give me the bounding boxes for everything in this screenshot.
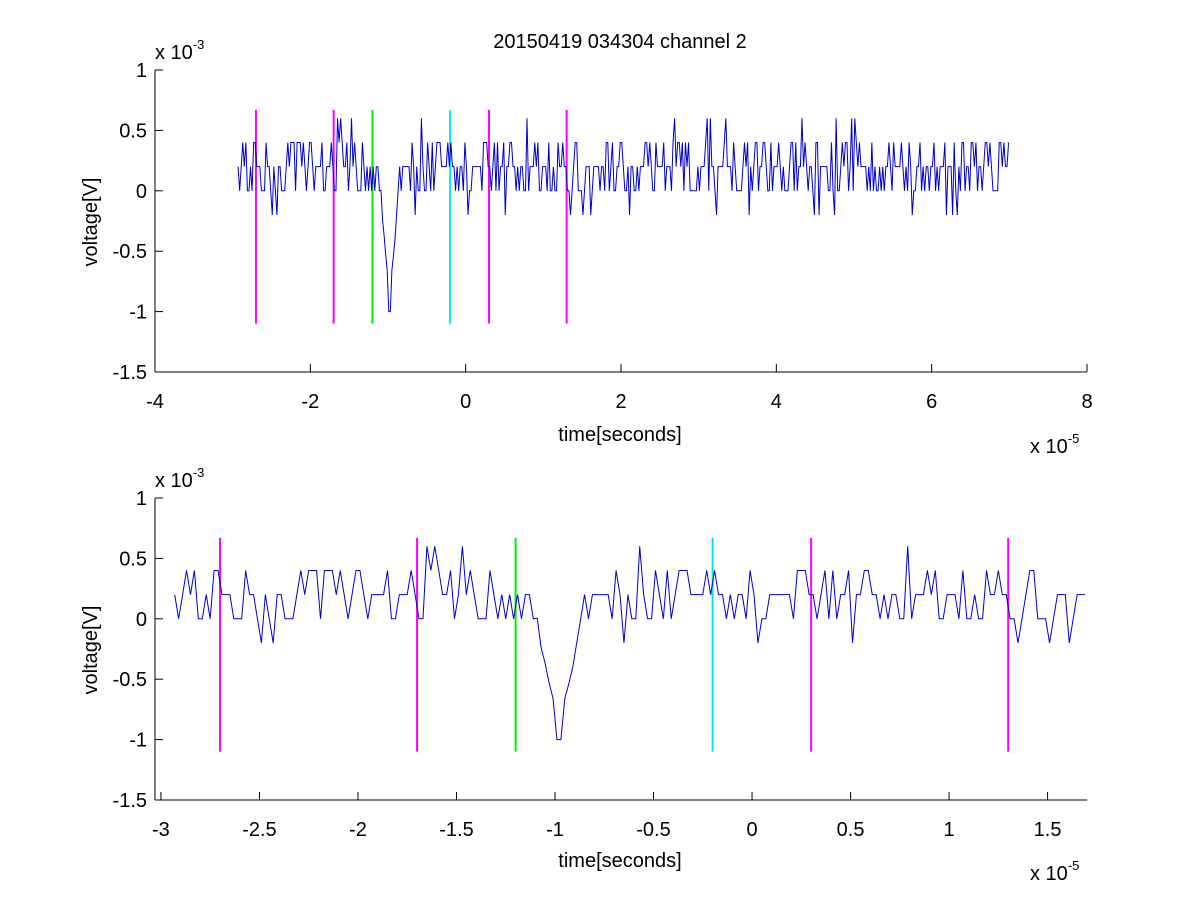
x-tick-label: -4 <box>146 391 164 413</box>
top-panel: -4 -2 0 2 4 6 8 -1.5 -1 -0.5 0 0.5 1 time[seconds] v… <box>80 37 1093 458</box>
y-tick-label: 1 <box>136 488 147 510</box>
signal-series <box>174 546 1086 741</box>
bottom-x-multiplier-exp: -5 <box>1068 858 1080 873</box>
x-tick-label: 0.5 <box>837 819 865 841</box>
y-tick-label: -1.5 <box>113 790 147 812</box>
bottom-x-multiplier-base: x 10 <box>1030 863 1068 885</box>
bottom-y-multiplier-exp: -3 <box>193 465 205 480</box>
x-tick-label: 0 <box>746 819 757 841</box>
top-y-multiplier: x 10-3 <box>155 37 204 64</box>
y-tick-label: -1 <box>129 302 147 324</box>
y-tick-label: -1 <box>129 730 147 752</box>
x-tick-label: -3 <box>152 819 170 841</box>
top-y-multiplier-base: x 10 <box>155 42 193 64</box>
y-tick-label: 0 <box>136 609 147 631</box>
signal-series <box>237 118 1010 313</box>
x-tick-label: -1.5 <box>439 819 473 841</box>
top-panel-axes: -4 -2 0 2 4 6 8 -1.5 -1 -0.5 0 0.5 1 <box>113 60 1093 413</box>
top-panel-markers <box>254 109 568 324</box>
bottom-y-multiplier-base: x 10 <box>155 470 193 492</box>
chart-title: 20150419 034304 channel 2 <box>493 31 747 53</box>
bottom-y-multiplier: x 10-3 <box>155 465 204 492</box>
x-tick-label: 0 <box>460 391 471 413</box>
x-tick-label: -2.5 <box>242 819 276 841</box>
x-tick-label: 4 <box>771 391 782 413</box>
bottom-panel-signal <box>174 546 1086 741</box>
top-xlabel: time[seconds] <box>558 424 681 446</box>
x-tick-label: -0.5 <box>636 819 670 841</box>
y-tick-label: 1 <box>136 60 147 82</box>
bottom-panel-axes: -3 -2.5 -2 -1.5 -1 -0.5 0 0.5 1 1.5 -1.5 -1 -0.5 0 0.5… <box>113 488 1087 841</box>
top-x-multiplier-exp: -5 <box>1068 431 1080 446</box>
x-tick-label: 1.5 <box>1034 819 1062 841</box>
top-x-multiplier: x 10-5 <box>1030 431 1079 458</box>
bottom-x-multiplier: x 10-5 <box>1030 858 1079 885</box>
bottom-ylabel: voltage[V] <box>80 606 102 695</box>
x-tick-label: 2 <box>615 391 626 413</box>
bottom-panel: -3 -2.5 -2 -1.5 -1 -0.5 0 0.5 1 1.5 -1.5 -1 -0.5 0 0.5… <box>80 465 1087 885</box>
bottom-xlabel: time[seconds] <box>558 850 681 872</box>
bottom-panel-markers <box>219 537 1010 752</box>
y-tick-label: -0.5 <box>113 669 147 691</box>
x-tick-label: 1 <box>944 819 955 841</box>
top-ylabel: voltage[V] <box>80 178 102 267</box>
y-tick-label: -1.5 <box>113 362 147 384</box>
top-x-multiplier-base: x 10 <box>1030 436 1068 458</box>
y-tick-label: 0.5 <box>119 548 147 570</box>
x-tick-label: 6 <box>926 391 937 413</box>
x-tick-label: -2 <box>301 391 319 413</box>
top-panel-signal <box>237 118 1010 313</box>
y-tick-label: -0.5 <box>113 241 147 263</box>
y-tick-label: 0 <box>136 181 147 203</box>
top-y-multiplier-exp: -3 <box>193 37 205 52</box>
x-tick-label: -2 <box>349 819 367 841</box>
x-tick-label: 8 <box>1081 391 1092 413</box>
x-tick-label: -1 <box>546 819 564 841</box>
y-tick-label: 0.5 <box>119 120 147 142</box>
